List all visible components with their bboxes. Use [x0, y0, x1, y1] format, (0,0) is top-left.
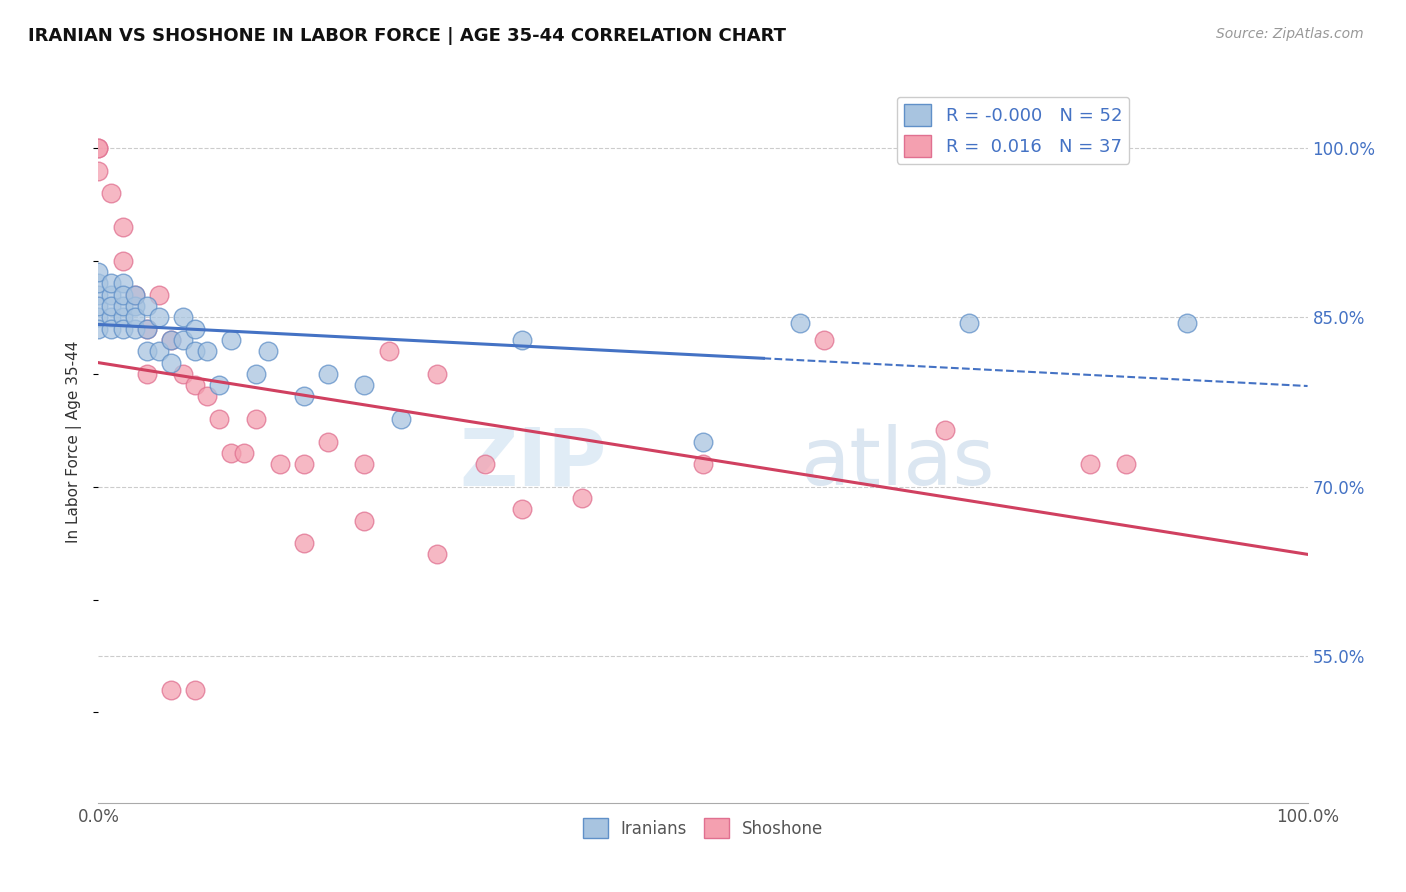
Point: [292, 389, 315, 403]
Point: [510, 502, 533, 516]
Point: [160, 682, 183, 697]
Point: [172, 310, 194, 325]
Point: [353, 514, 375, 528]
Point: [934, 423, 956, 437]
Point: [87, 163, 110, 178]
Point: [172, 333, 194, 347]
Point: [377, 344, 399, 359]
Point: [1115, 457, 1137, 471]
Point: [135, 321, 157, 335]
Point: [692, 457, 714, 471]
Point: [426, 548, 449, 562]
Point: [221, 333, 243, 347]
Point: [111, 277, 134, 291]
Point: [789, 316, 811, 330]
Point: [353, 457, 375, 471]
Point: [135, 344, 157, 359]
Point: [245, 412, 267, 426]
Point: [100, 321, 122, 335]
Point: [426, 367, 449, 381]
Point: [100, 310, 122, 325]
Point: [87, 310, 110, 325]
Point: [208, 412, 231, 426]
Point: [124, 287, 146, 301]
Point: [135, 321, 157, 335]
Point: [111, 287, 134, 301]
Point: [135, 367, 157, 381]
Point: [1175, 316, 1198, 330]
Point: [124, 287, 146, 301]
Point: [571, 491, 593, 505]
Point: [208, 378, 231, 392]
Point: [245, 367, 267, 381]
Point: [100, 186, 122, 201]
Text: atlas: atlas: [800, 425, 994, 502]
Point: [111, 310, 134, 325]
Point: [474, 457, 496, 471]
Point: [160, 333, 183, 347]
Point: [124, 310, 146, 325]
Text: Source: ZipAtlas.com: Source: ZipAtlas.com: [1216, 27, 1364, 41]
Point: [256, 344, 278, 359]
Point: [124, 321, 146, 335]
Point: [184, 378, 207, 392]
Point: [87, 287, 110, 301]
Point: [195, 344, 218, 359]
Point: [111, 220, 134, 235]
Point: [389, 412, 412, 426]
Point: [87, 265, 110, 279]
Point: [148, 310, 170, 325]
Point: [87, 299, 110, 313]
Point: [692, 434, 714, 449]
Point: [87, 277, 110, 291]
Point: [1078, 457, 1101, 471]
Point: [184, 321, 207, 335]
Point: [87, 141, 110, 155]
Text: ZIP: ZIP: [458, 425, 606, 502]
Point: [124, 299, 146, 313]
Point: [353, 378, 375, 392]
Point: [316, 367, 339, 381]
Legend: Iranians, Shoshone: Iranians, Shoshone: [576, 812, 830, 845]
Point: [160, 333, 183, 347]
Point: [184, 682, 207, 697]
Text: IRANIAN VS SHOSHONE IN LABOR FORCE | AGE 35-44 CORRELATION CHART: IRANIAN VS SHOSHONE IN LABOR FORCE | AGE…: [28, 27, 786, 45]
Point: [135, 299, 157, 313]
Point: [510, 333, 533, 347]
Point: [172, 367, 194, 381]
Point: [813, 333, 835, 347]
Point: [221, 446, 243, 460]
Point: [316, 434, 339, 449]
Point: [148, 344, 170, 359]
Point: [148, 287, 170, 301]
Point: [195, 389, 218, 403]
Point: [100, 277, 122, 291]
Point: [100, 287, 122, 301]
Point: [111, 299, 134, 313]
Point: [184, 344, 207, 359]
Point: [100, 299, 122, 313]
Point: [292, 536, 315, 550]
Point: [87, 321, 110, 335]
Point: [232, 446, 254, 460]
Point: [957, 316, 980, 330]
Point: [111, 321, 134, 335]
Point: [292, 457, 315, 471]
Y-axis label: In Labor Force | Age 35-44: In Labor Force | Age 35-44: [66, 341, 83, 542]
Point: [87, 141, 110, 155]
Point: [111, 253, 134, 268]
Point: [269, 457, 291, 471]
Point: [160, 355, 183, 369]
